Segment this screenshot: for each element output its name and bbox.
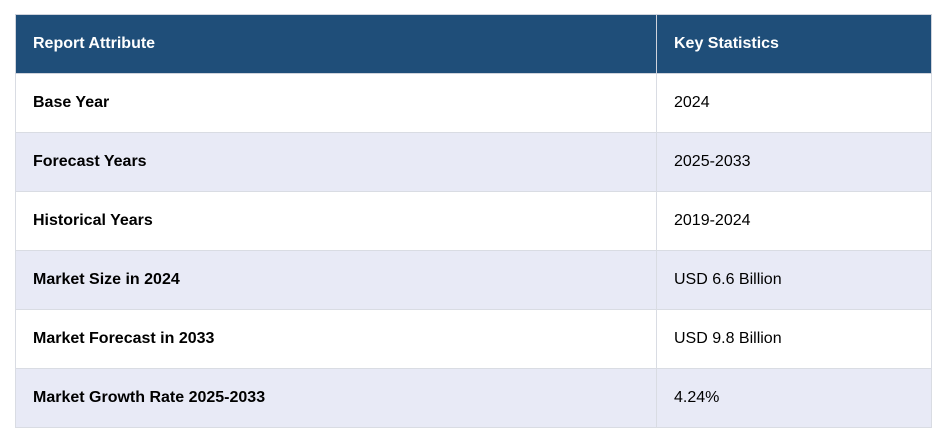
- table-row: Base Year 2024: [15, 73, 932, 133]
- row-value-cell: 2024: [656, 73, 932, 133]
- header-key-statistics: Key Statistics: [656, 14, 932, 74]
- row-attribute-cell: Market Size in 2024: [15, 250, 657, 310]
- row-attribute-cell: Market Growth Rate 2025-2033: [15, 368, 657, 428]
- row-attribute-cell: Forecast Years: [15, 132, 657, 192]
- report-table-container: Report Attribute Key Statistics Base Yea…: [15, 14, 932, 428]
- row-value-cell: USD 9.8 Billion: [656, 309, 932, 369]
- row-attribute-cell: Market Forecast in 2033: [15, 309, 657, 369]
- row-value-cell: USD 6.6 Billion: [656, 250, 932, 310]
- row-value-cell: 4.24%: [656, 368, 932, 428]
- header-report-attribute: Report Attribute: [15, 14, 657, 74]
- table-row: Historical Years 2019-2024: [15, 191, 932, 251]
- table-header-row: Report Attribute Key Statistics: [15, 14, 932, 74]
- table-row: Market Forecast in 2033 USD 9.8 Billion: [15, 309, 932, 369]
- row-value-cell: 2025-2033: [656, 132, 932, 192]
- table-row: Market Size in 2024 USD 6.6 Billion: [15, 250, 932, 310]
- row-value-cell: 2019-2024: [656, 191, 932, 251]
- table-row: Forecast Years 2025-2033: [15, 132, 932, 192]
- report-statistics-table: Report Attribute Key Statistics Base Yea…: [15, 14, 932, 428]
- row-attribute-cell: Historical Years: [15, 191, 657, 251]
- table-row: Market Growth Rate 2025-2033 4.24%: [15, 368, 932, 428]
- row-attribute-cell: Base Year: [15, 73, 657, 133]
